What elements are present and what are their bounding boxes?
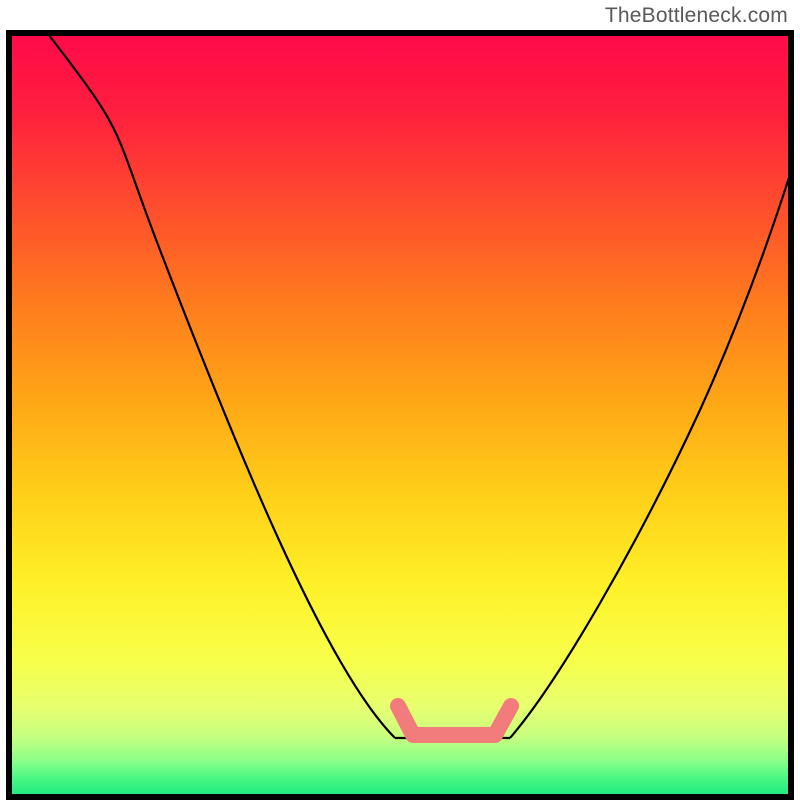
plot-gradient-area <box>9 33 791 797</box>
watermark-text: TheBottleneck.com <box>605 4 788 28</box>
chart-container: TheBottleneck.com <box>0 0 800 800</box>
bottleneck-chart <box>0 0 800 800</box>
